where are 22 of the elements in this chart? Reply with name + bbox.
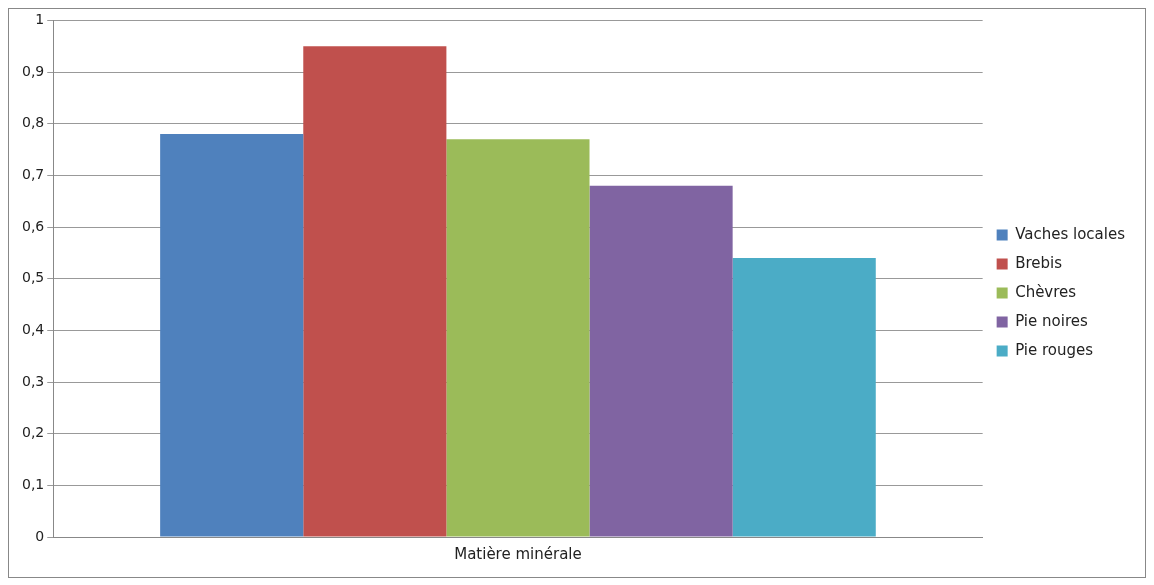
bar [446,139,590,537]
y-tick-label: 0,3 [22,372,45,389]
legend-label: Pie noires [1015,311,1088,330]
y-tick-label: 0,5 [22,269,45,286]
bar [303,46,447,537]
legend-label: Pie rouges [1015,340,1094,359]
legend-label: Chèvres [1015,282,1077,301]
y-tick-label: 0,4 [22,321,45,337]
y-tick-label: 0,6 [22,217,45,234]
bar [589,185,733,537]
legend-label: Vaches locales [1015,224,1126,243]
y-tick-label: 1 [35,11,45,28]
bar [732,258,876,537]
y-tick-label: 0,2 [22,424,45,441]
y-tick-label: 0,7 [22,166,45,183]
legend-label: Brebis [1015,253,1063,272]
y-tick-label: 0,8 [22,114,45,131]
y-tick-label: 0,9 [22,62,45,79]
y-tick-label: 0 [35,527,45,544]
x-tick-label: Matière minérale [454,544,582,563]
y-tick-label: 0,1 [22,475,45,492]
bar [160,134,304,537]
